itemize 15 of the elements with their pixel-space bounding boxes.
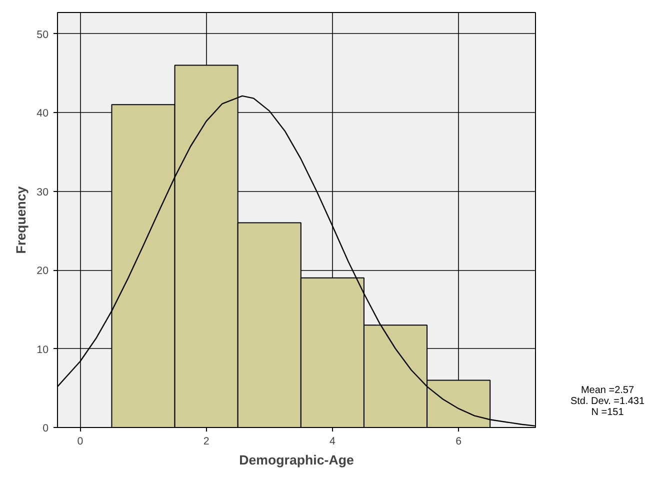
- text: Mean =2.57: [580, 385, 634, 396]
- y-tick-label: 10: [36, 344, 49, 356]
- x-tick-label: 4: [329, 436, 336, 448]
- y-tick-label: 0: [42, 422, 49, 434]
- text: N =151: [591, 407, 624, 418]
- y-tick-label: 20: [36, 265, 49, 278]
- y-tick-label: 30: [36, 186, 49, 198]
- x-tick-label: 6: [456, 436, 462, 448]
- x-axis-title: Demographic-Age: [239, 452, 354, 468]
- y-axis-title: Frequency: [14, 186, 29, 254]
- text: Std. Dev. =1.431: [570, 396, 645, 407]
- x-tick-label: 2: [203, 436, 210, 448]
- y-tick-label: 40: [36, 108, 49, 120]
- x-tick-label: 0: [77, 436, 84, 448]
- y-tick-label: 50: [36, 28, 49, 41]
